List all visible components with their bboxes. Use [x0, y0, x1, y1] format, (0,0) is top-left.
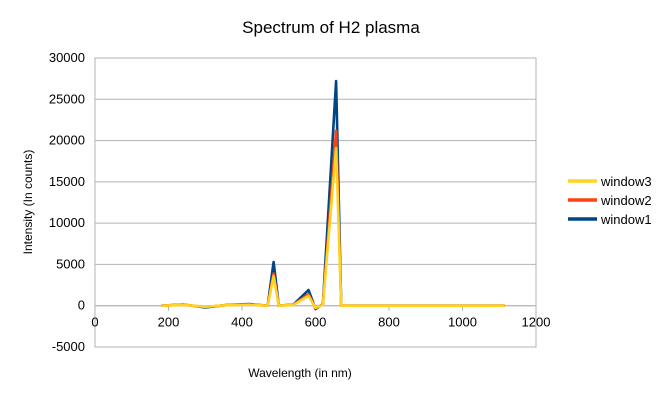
x-tick-label: 400: [231, 315, 253, 330]
legend-label-window1: window1: [600, 212, 652, 227]
x-axis-title: Wavelength (in nm): [248, 366, 352, 380]
y-tick-label: 10000: [49, 215, 85, 230]
y-tick-label: 0: [78, 298, 85, 313]
x-tick-label: 0: [91, 315, 98, 330]
y-tick-label: -5000: [52, 339, 85, 354]
legend-label-window3: window3: [600, 174, 652, 189]
x-tick-label: 1200: [522, 315, 551, 330]
grid-lines: [95, 57, 536, 348]
series-lines: [161, 79, 505, 311]
chart-title: Spectrum of H2 plasma: [242, 18, 420, 37]
y-tick-label: 25000: [49, 91, 85, 106]
x-tick-label: 200: [158, 315, 180, 330]
x-tick-label: 1000: [448, 315, 477, 330]
series-line-window3: [161, 146, 505, 310]
x-tick-label: 600: [305, 315, 327, 330]
tick-labels: -5000 0 5000 10000 15000 20000 25000 30000 0 200 4…: [49, 50, 551, 354]
x-tick-label: 800: [378, 315, 400, 330]
legend: window3 window2 window1: [568, 174, 652, 227]
plot-area-frame: [94, 57, 537, 348]
series-line-window2: [161, 129, 505, 310]
y-tick-label: 15000: [49, 174, 85, 189]
y-axis-title: Intensity (In counts): [21, 150, 35, 255]
y-tick-label: 30000: [49, 50, 85, 65]
y-tick-label: 5000: [56, 256, 85, 271]
y-tick-label: 20000: [49, 133, 85, 148]
legend-label-window2: window2: [600, 193, 652, 208]
